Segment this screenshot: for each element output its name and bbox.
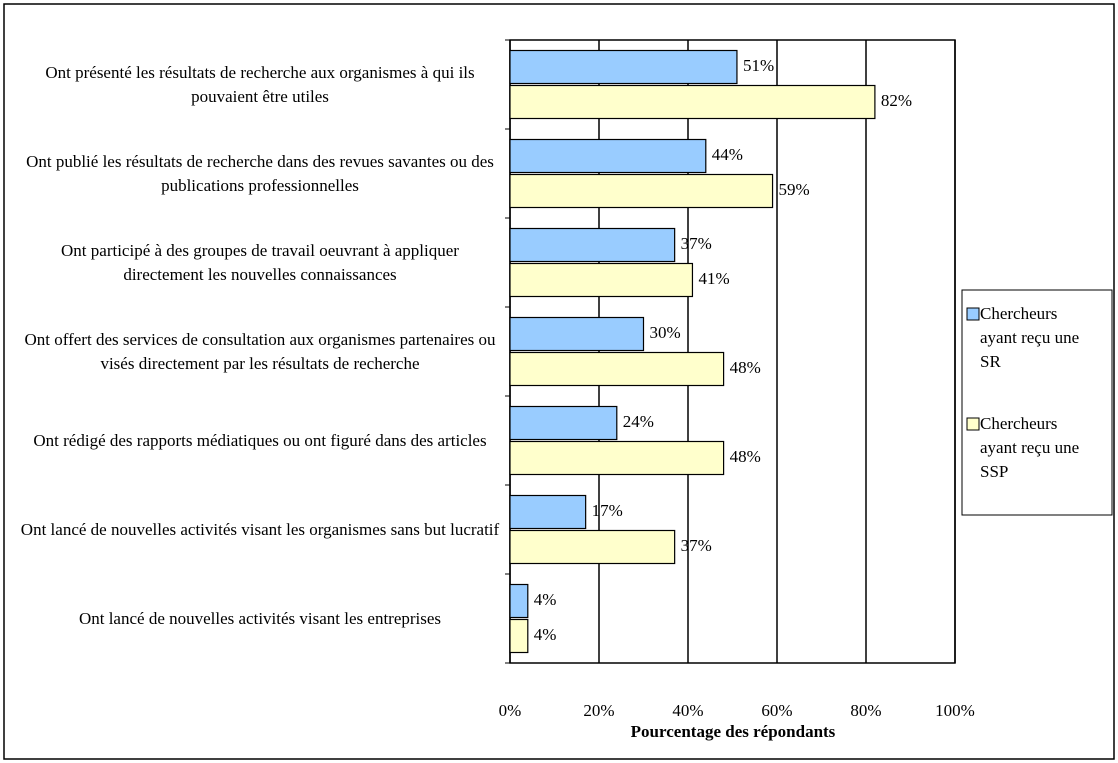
data-label: 82% [881,91,912,110]
bar [509,405,618,441]
x-tick-label: 40% [672,701,703,720]
legend-label: Chercheurs ayant reçu une SR [980,304,1080,371]
category-label: Ont publié les résultats de recherche da… [26,151,494,195]
data-label: 17% [592,501,623,520]
legend-swatch [966,307,980,321]
data-label: 48% [730,447,761,466]
x-axis-title: Pourcentage des répondants [631,722,836,741]
bar [509,49,738,85]
bar [509,618,529,654]
chart-border [3,3,1115,760]
data-label: 59% [779,180,810,199]
category-label: Ont offert des services de consultation … [24,329,496,373]
data-label: 51% [743,56,774,75]
data-label: 4% [534,625,557,644]
x-tick-label: 0% [499,701,522,720]
x-tick-label: 60% [761,701,792,720]
bar [509,494,587,530]
x-tick-label: 20% [583,701,614,720]
bar [509,173,774,209]
bar [509,351,725,387]
plot-border [509,39,956,664]
category-label: Ont lancé de nouvelles activités visant … [78,608,442,628]
data-label: 48% [730,358,761,377]
legend-label: Chercheurs ayant reçu une SSP [980,414,1080,481]
bar [509,583,529,619]
x-tick-label: 80% [850,701,881,720]
category-label: Ont présenté les résultats de recherche … [45,62,475,106]
legend-box [961,289,1113,516]
bar [509,529,676,565]
category-label: Ont lancé de nouvelles activités visant … [20,519,500,539]
bar [509,440,725,476]
category-label: Ont participé à des groupes de travail o… [61,240,459,284]
data-label: 24% [623,412,654,431]
data-label: 37% [681,536,712,555]
data-label: 41% [698,269,729,288]
legend-swatch [966,417,980,431]
bar [509,262,694,298]
data-label: 37% [681,234,712,253]
data-label: 4% [534,590,557,609]
x-tick-label: 100% [935,701,975,720]
bar [509,84,876,120]
bar [509,138,707,174]
data-label: 44% [712,145,743,164]
bar [509,227,676,263]
bar [509,316,645,352]
category-label: Ont rédigé des rapports médiatiques ou o… [33,430,487,450]
data-label: 30% [650,323,681,342]
